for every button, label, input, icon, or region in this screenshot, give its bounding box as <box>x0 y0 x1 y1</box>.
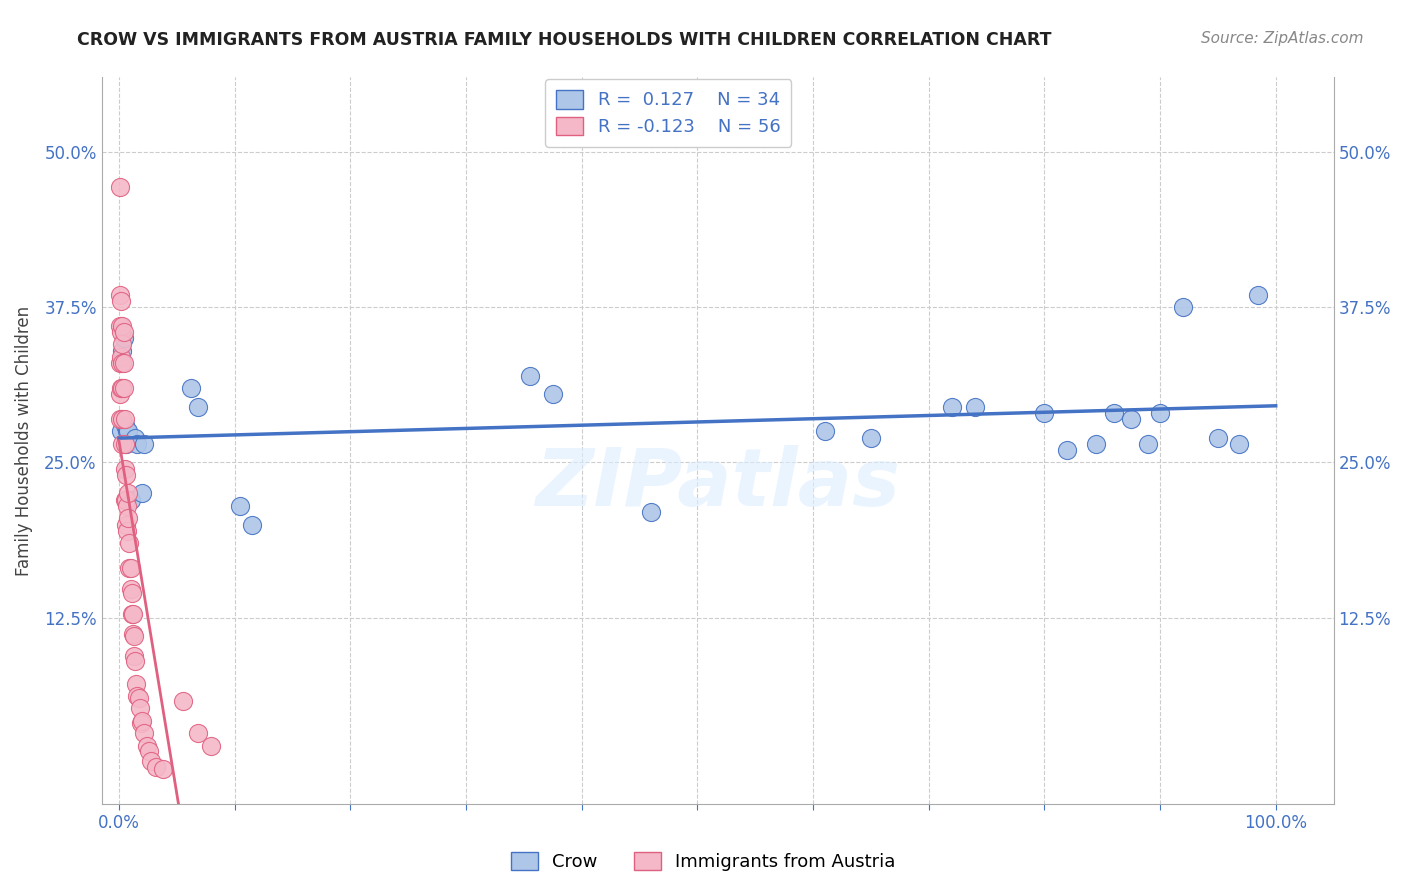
Point <box>114 437 136 451</box>
Point <box>1056 443 1078 458</box>
Point <box>111 318 134 333</box>
Point <box>114 492 136 507</box>
Point <box>1119 412 1142 426</box>
Text: ZIPatlas: ZIPatlas <box>536 445 900 524</box>
Point <box>112 331 135 345</box>
Point <box>115 492 138 507</box>
Point <box>114 418 136 433</box>
Point <box>128 691 150 706</box>
Point <box>112 325 135 339</box>
Point <box>122 629 145 643</box>
Point <box>117 425 139 439</box>
Point <box>124 654 146 668</box>
Point <box>110 350 132 364</box>
Legend: Crow, Immigrants from Austria: Crow, Immigrants from Austria <box>503 845 903 879</box>
Point <box>111 381 134 395</box>
Point <box>114 461 136 475</box>
Point <box>112 356 135 370</box>
Point <box>111 412 134 426</box>
Point <box>127 689 149 703</box>
Text: Source: ZipAtlas.com: Source: ZipAtlas.com <box>1201 31 1364 46</box>
Point <box>1085 437 1108 451</box>
Point <box>122 649 145 664</box>
Point <box>121 586 143 600</box>
Point <box>1171 300 1194 314</box>
Point <box>121 627 143 641</box>
Point <box>124 431 146 445</box>
Point <box>115 517 138 532</box>
Point <box>941 400 963 414</box>
Text: CROW VS IMMIGRANTS FROM AUSTRIA FAMILY HOUSEHOLDS WITH CHILDREN CORRELATION CHAR: CROW VS IMMIGRANTS FROM AUSTRIA FAMILY H… <box>77 31 1052 49</box>
Point <box>131 486 153 500</box>
Legend: R =  0.127    N = 34, R = -0.123    N = 56: R = 0.127 N = 34, R = -0.123 N = 56 <box>546 79 792 147</box>
Y-axis label: Family Households with Children: Family Households with Children <box>15 306 32 575</box>
Point <box>108 356 131 370</box>
Point <box>135 739 157 753</box>
Point <box>110 381 132 395</box>
Point <box>240 517 263 532</box>
Point <box>813 425 835 439</box>
Point <box>200 739 222 753</box>
Point <box>127 437 149 451</box>
Point <box>541 387 564 401</box>
Point <box>134 726 156 740</box>
Point <box>120 561 142 575</box>
Point <box>152 762 174 776</box>
Point <box>963 400 986 414</box>
Point <box>859 431 882 445</box>
Point <box>120 492 142 507</box>
Point <box>112 381 135 395</box>
Point <box>115 425 138 439</box>
Point <box>108 287 131 301</box>
Point <box>187 726 209 740</box>
Point <box>1227 437 1250 451</box>
Point <box>1102 406 1125 420</box>
Point <box>1137 437 1160 451</box>
Point <box>115 499 138 513</box>
Point <box>141 754 163 768</box>
Point <box>134 437 156 451</box>
Point <box>519 368 541 383</box>
Point <box>145 760 167 774</box>
Point <box>115 467 138 482</box>
Point <box>118 536 141 550</box>
Point <box>115 524 138 538</box>
Point <box>108 179 131 194</box>
Point <box>117 511 139 525</box>
Point <box>138 743 160 757</box>
Point <box>120 582 142 596</box>
Point <box>1247 287 1270 301</box>
Point <box>111 437 134 451</box>
Point <box>121 607 143 621</box>
Point <box>229 499 252 513</box>
Point <box>131 714 153 728</box>
Point <box>172 694 194 708</box>
Point <box>121 607 143 621</box>
Point <box>115 437 138 451</box>
Point <box>128 701 150 715</box>
Point <box>1149 406 1171 420</box>
Point <box>108 387 131 401</box>
Point <box>114 412 136 426</box>
Point <box>111 343 134 358</box>
Point <box>129 716 152 731</box>
Point <box>108 412 131 426</box>
Point <box>180 381 202 395</box>
Point <box>110 425 132 439</box>
Point <box>640 505 662 519</box>
Point <box>118 561 141 575</box>
Point <box>110 325 132 339</box>
Point <box>187 400 209 414</box>
Point <box>1033 406 1056 420</box>
Point <box>110 293 132 308</box>
Point <box>108 318 131 333</box>
Point <box>111 337 134 351</box>
Point <box>1206 431 1229 445</box>
Point <box>125 676 148 690</box>
Point <box>117 486 139 500</box>
Point <box>111 356 134 370</box>
